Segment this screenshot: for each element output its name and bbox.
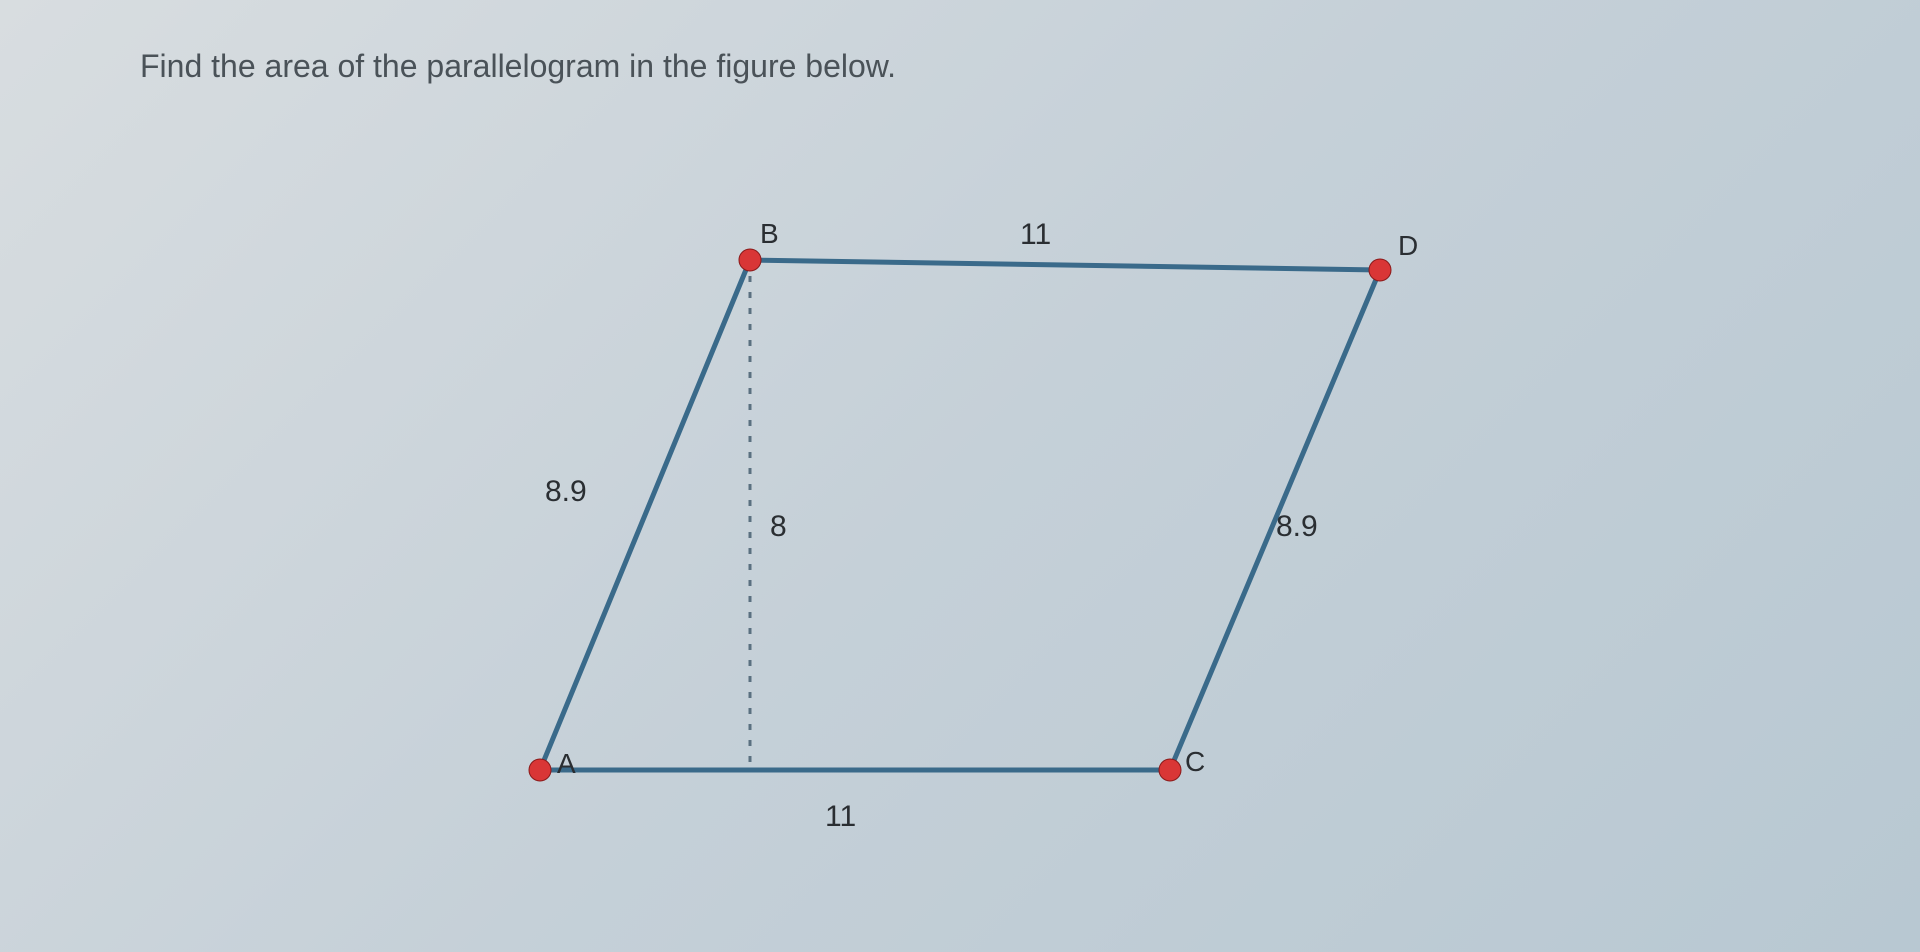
label-vertex-a: A bbox=[557, 748, 576, 780]
edge-ab bbox=[540, 260, 750, 770]
vertex-c bbox=[1159, 759, 1181, 781]
parallelogram-diagram: A B C D 8.9 11 8.9 11 8 bbox=[400, 200, 1500, 900]
diagram-svg bbox=[400, 200, 1500, 900]
label-side-bd: 11 bbox=[1020, 218, 1051, 252]
edge-bd bbox=[750, 260, 1380, 270]
edge-dc bbox=[1170, 270, 1380, 770]
label-side-ac: 11 bbox=[825, 800, 856, 834]
label-vertex-b: B bbox=[760, 218, 779, 250]
label-vertex-d: D bbox=[1398, 230, 1418, 262]
label-side-dc: 8.9 bbox=[1276, 510, 1318, 544]
vertex-d bbox=[1369, 259, 1391, 281]
label-vertex-c: C bbox=[1185, 746, 1205, 778]
label-side-ab: 8.9 bbox=[545, 475, 587, 509]
label-altitude: 8 bbox=[770, 510, 787, 544]
vertex-b bbox=[739, 249, 761, 271]
question-text: Find the area of the parallelogram in th… bbox=[140, 48, 896, 85]
vertex-a bbox=[529, 759, 551, 781]
